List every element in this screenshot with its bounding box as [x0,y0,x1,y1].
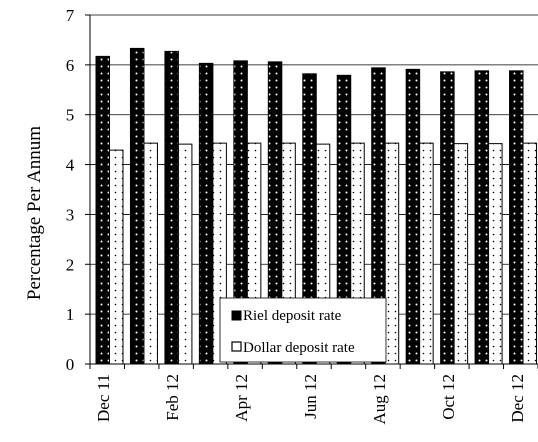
bar-riel-9 [405,68,421,365]
y-tick-label: 6 [66,56,75,75]
legend-swatch-riel [231,310,242,321]
x-tick-label: Dec 11 [94,374,113,422]
bar-riel-10 [440,71,455,365]
bar-series-group [95,47,538,365]
y-tick-label: 4 [66,156,75,175]
bar-dollar-2 [177,143,193,365]
x-tick-label: Aug 12 [370,374,389,425]
legend: Riel deposit rate Dollar deposit rate [219,297,387,363]
y-tick-labels: 0 1 2 3 4 5 6 7 [66,6,90,374]
bar-dollar-12 [522,142,538,365]
bar-dollar-1 [143,142,158,365]
x-tick-label: Feb 12 [163,374,182,421]
bar-riel-12 [509,70,524,365]
y-axis-title: Percentage Per Annum [24,126,45,300]
x-tick-label: Apr 12 [232,374,251,422]
y-tick-label: 0 [66,355,75,374]
legend-swatch-dollar [231,341,242,352]
x-tick-label: Oct 12 [439,374,458,420]
bar-dollar-0 [109,149,124,365]
x-tick-labels: Dec 11 Feb 12 Apr 12 Jun 12 Aug 12 Oct 12 Dec … [89,364,538,425]
bar-riel-2 [164,50,179,365]
y-tick-label: 5 [66,106,75,125]
x-tick-label: Jun 12 [301,374,320,419]
axes [89,15,538,365]
y-tick-label: 2 [66,255,75,274]
bar-dollar-9 [419,142,434,365]
x-tick-label: Dec 12 [508,374,527,423]
y-tick-label: 7 [66,6,75,25]
bar-riel-0 [95,55,110,365]
y-tick-label: 1 [66,305,75,324]
legend-label-dollar: Dollar deposit rate [243,340,355,356]
bar-riel-1 [129,47,145,365]
bar-riel-11 [474,70,490,365]
bar-dollar-10 [453,143,469,365]
bar-dollar-11 [488,143,503,365]
bar-dollar-8 [384,142,400,365]
legend-label-riel: Riel deposit rate [243,308,342,324]
legend-box [219,297,387,363]
y-tick-label: 3 [66,205,75,224]
bar-riel-3 [198,62,214,365]
